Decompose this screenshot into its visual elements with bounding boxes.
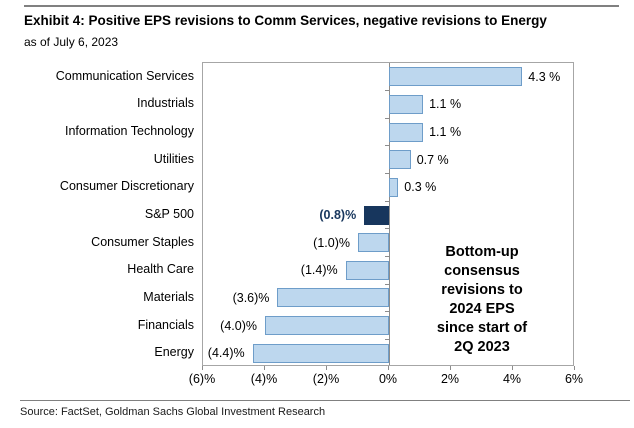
value-label: (1.0)%: [313, 235, 350, 250]
bar: [389, 177, 399, 197]
category-label: Health Care: [127, 262, 194, 277]
bar-highlight: [364, 205, 389, 225]
category-label: Utilities: [153, 151, 194, 166]
category-tick: [384, 145, 389, 147]
x-axis-tick-label: 6%: [564, 372, 584, 386]
x-axis-tick: [449, 366, 451, 370]
value-label: 4.3 %: [528, 69, 561, 84]
bar: [389, 122, 424, 142]
bar: [358, 233, 389, 253]
category-tick: [384, 200, 389, 202]
value-label: (3.6)%: [232, 290, 270, 305]
x-axis-tick-label: (4)%: [250, 372, 278, 386]
zero-baseline: [388, 63, 390, 365]
value-label: (4.4)%: [207, 346, 245, 361]
category-label: Communication Services: [55, 68, 194, 83]
value-label: 1.1 %: [429, 125, 462, 140]
value-label: 0.3 %: [404, 180, 437, 195]
x-axis-tick: [201, 366, 203, 370]
category-label: Consumer Staples: [91, 234, 194, 249]
x-axis-tick-label: 4%: [502, 372, 522, 386]
chart-title: Exhibit 4: Positive EPS revisions to Com…: [24, 13, 547, 28]
category-label: Energy: [154, 345, 194, 360]
x-axis-tick: [263, 366, 265, 370]
bar: [345, 260, 389, 280]
plot-area: Bottom-up consensus revisions to 2024 EP…: [202, 62, 574, 366]
category-label: S&P 500: [144, 206, 194, 221]
x-axis-tick: [511, 366, 513, 370]
bar: [389, 94, 424, 114]
category-tick: [384, 173, 389, 175]
bar: [265, 316, 389, 336]
category-label: Materials: [143, 289, 194, 304]
category-tick: [384, 255, 389, 257]
bar: [389, 67, 523, 87]
x-axis-tick-label: (6)%: [188, 372, 216, 386]
source-note: Source: FactSet, Goldman Sachs Global In…: [20, 406, 326, 418]
category-tick: [384, 338, 389, 340]
value-label: (0.8)%: [319, 207, 357, 222]
bar: [389, 150, 411, 170]
value-label: 0.7 %: [416, 152, 449, 167]
x-axis-tick-label: 0%: [378, 372, 398, 386]
bar: [277, 288, 389, 308]
value-label: (1.4)%: [300, 263, 338, 278]
bottom-divider: [20, 400, 630, 401]
chart-annotation: Bottom-up consensus revisions to 2024 EP…: [436, 244, 528, 355]
category-tick: [384, 311, 389, 313]
bar: [252, 343, 389, 363]
category-label: Information Technology: [64, 124, 194, 139]
x-axis-tick: [387, 366, 389, 370]
x-axis: (6)% (4)% (2)% 0% 2% 4% 6%: [189, 366, 583, 388]
value-label: (4.0)%: [220, 318, 257, 333]
top-divider: [24, 5, 619, 7]
value-label: 1.1 %: [429, 97, 462, 112]
chart-subtitle: as of July 6, 2023: [24, 35, 119, 49]
category-label: Industrials: [137, 96, 194, 111]
category-label: Consumer Discretionary: [59, 179, 194, 194]
category-tick: [384, 117, 389, 119]
x-axis-tick-label: (2)%: [312, 372, 340, 386]
x-axis-tick: [325, 366, 327, 370]
x-axis-tick-label: 2%: [440, 372, 460, 386]
category-label: Financials: [137, 317, 194, 332]
category-tick: [384, 228, 389, 230]
category-tick: [384, 283, 389, 285]
x-axis-tick: [573, 366, 575, 370]
category-tick: [384, 90, 389, 92]
